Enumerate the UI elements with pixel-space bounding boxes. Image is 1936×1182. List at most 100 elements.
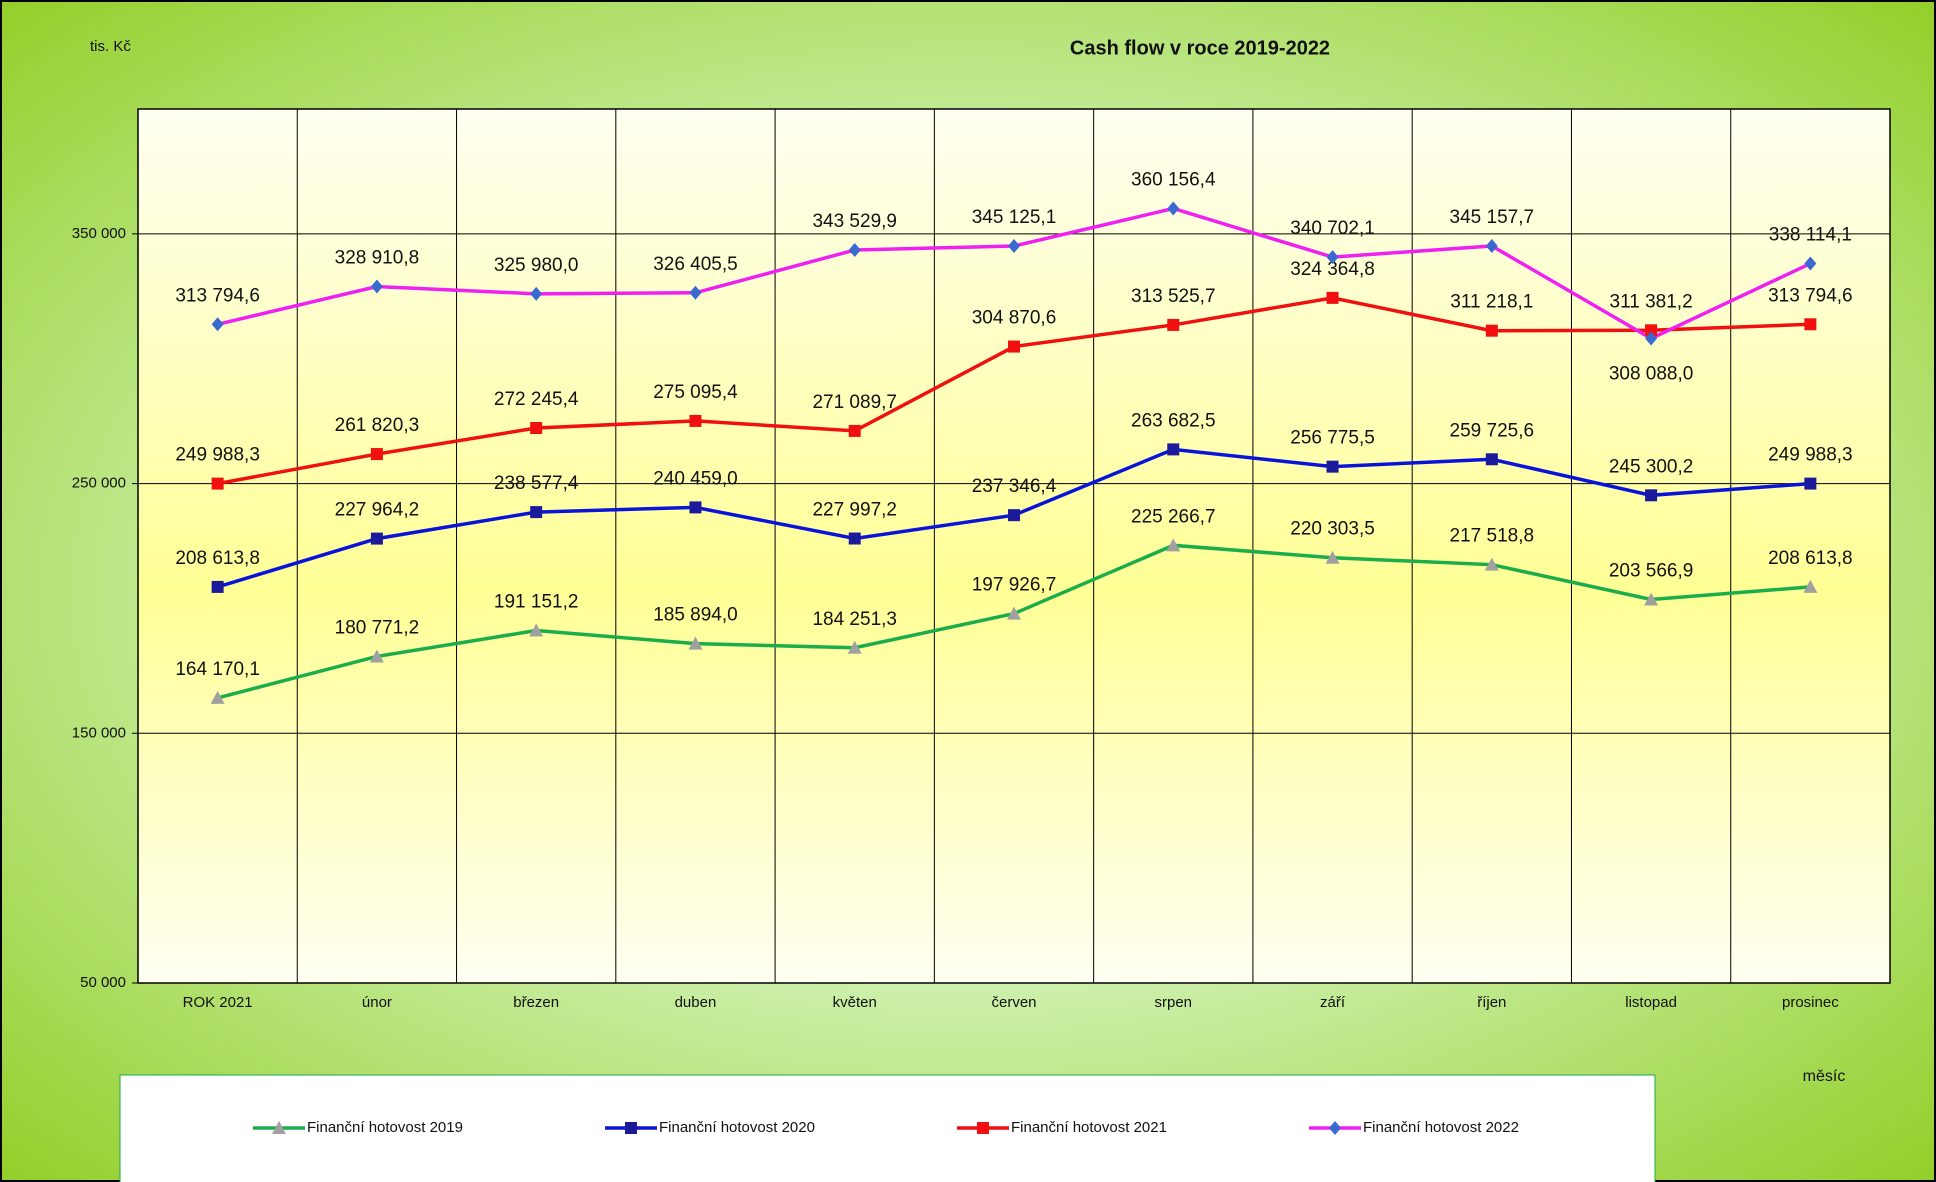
data-label: 185 894,0 (653, 605, 738, 626)
data-label: 256 775,5 (1290, 428, 1375, 449)
data-label: 304 870,6 (972, 308, 1057, 329)
point (1645, 489, 1658, 502)
data-label: 197 926,7 (972, 575, 1057, 596)
point (1485, 238, 1498, 253)
point (1008, 239, 1020, 254)
point (1645, 331, 1658, 346)
chart-title: Cash flow v roce 2019-2022 (1070, 37, 1330, 59)
point (688, 636, 703, 650)
point (1804, 256, 1817, 271)
y-tick-label: 150 000 (72, 724, 126, 741)
data-label: 237 346,4 (972, 476, 1057, 497)
point (1645, 324, 1658, 337)
legend-label: Finanční hotovost 2021 (1011, 1119, 1167, 1136)
data-label: 325 980,0 (494, 255, 579, 276)
point (1167, 318, 1180, 331)
point (1484, 557, 1499, 571)
point (369, 649, 384, 663)
point (1644, 592, 1659, 606)
data-label: 184 251,3 (812, 609, 897, 630)
x-tick-label: listopad (1625, 994, 1677, 1011)
point (211, 477, 224, 490)
data-label: 208 613,8 (1768, 548, 1853, 569)
x-tick-label: září (1320, 994, 1346, 1011)
point (530, 286, 543, 301)
data-label: 263 682,5 (1131, 410, 1216, 431)
x-tick-label: ROK 2021 (183, 994, 253, 1011)
data-label: 324 364,8 (1290, 259, 1375, 280)
data-label: 272 245,4 (494, 389, 579, 410)
point (848, 424, 861, 437)
y-tick-label: 350 000 (72, 225, 126, 242)
legend-label: Finanční hotovost 2019 (307, 1119, 463, 1136)
data-label: 217 518,8 (1450, 526, 1535, 547)
point (210, 690, 225, 704)
point (1166, 538, 1181, 552)
data-label: 227 997,2 (812, 500, 897, 521)
point (211, 580, 224, 593)
data-label: 275 095,4 (653, 382, 738, 403)
point (1326, 291, 1339, 304)
x-tick-label: květen (833, 994, 877, 1011)
data-label: 343 529,9 (812, 211, 897, 232)
data-label: 249 988,3 (175, 445, 260, 466)
data-label: 261 820,3 (335, 415, 420, 436)
point (1008, 509, 1020, 522)
point (370, 532, 383, 545)
legend-box (119, 1074, 1656, 1182)
point (529, 623, 544, 637)
data-label: 311 218,1 (1450, 292, 1533, 313)
data-label: 345 125,1 (972, 207, 1057, 228)
point (530, 506, 543, 519)
data-label: 271 089,7 (812, 392, 897, 413)
point (1167, 443, 1180, 456)
data-label: 340 702,1 (1290, 218, 1375, 239)
y-unit: tis. Kč (90, 38, 131, 55)
point (1804, 477, 1817, 490)
legend-marker (272, 1121, 286, 1134)
legend-label: Finanční hotovost 2022 (1363, 1119, 1519, 1136)
point (848, 243, 861, 258)
point (689, 285, 702, 300)
point (1325, 550, 1340, 564)
x-axis-label: měsíc (1803, 1068, 1846, 1085)
data-label: 326 405,5 (653, 254, 738, 275)
data-label: 360 156,4 (1131, 170, 1216, 191)
x-tick-label: prosinec (1782, 994, 1839, 1011)
data-label: 328 910,8 (335, 248, 420, 269)
data-label: 259 725,6 (1450, 420, 1535, 441)
data-label: 313 525,7 (1131, 286, 1216, 307)
data-label: 227 964,2 (335, 500, 420, 521)
point (848, 532, 861, 545)
x-tick-label: duben (675, 994, 717, 1011)
point (370, 279, 383, 294)
legend-marker (625, 1122, 637, 1134)
data-label: 245 300,2 (1609, 456, 1694, 477)
legend-marker (977, 1122, 989, 1134)
point (847, 640, 862, 654)
y-tick-label: 50 000 (80, 974, 126, 991)
point (211, 317, 224, 332)
data-label: 313 794,6 (175, 285, 260, 306)
point (1326, 460, 1339, 473)
data-label: 249 988,3 (1768, 445, 1853, 466)
legend-label: Finanční hotovost 2020 (659, 1119, 815, 1136)
x-tick-label: srpen (1155, 994, 1193, 1011)
point (689, 414, 702, 427)
data-label: 240 459,0 (653, 468, 738, 489)
data-label: 180 771,2 (335, 617, 420, 638)
x-tick-label: únor (362, 994, 392, 1011)
point (1803, 579, 1818, 593)
point (1167, 201, 1180, 216)
data-label: 345 157,7 (1450, 207, 1535, 228)
data-label: 313 794,6 (1768, 285, 1853, 306)
point (689, 501, 702, 514)
plot-area (137, 108, 1891, 984)
data-label: 338 114,1 (1769, 225, 1852, 246)
data-label: 308 088,0 (1609, 364, 1694, 385)
point (1008, 340, 1020, 353)
point (530, 422, 543, 435)
data-label: 225 266,7 (1131, 506, 1216, 527)
point (1804, 318, 1817, 331)
